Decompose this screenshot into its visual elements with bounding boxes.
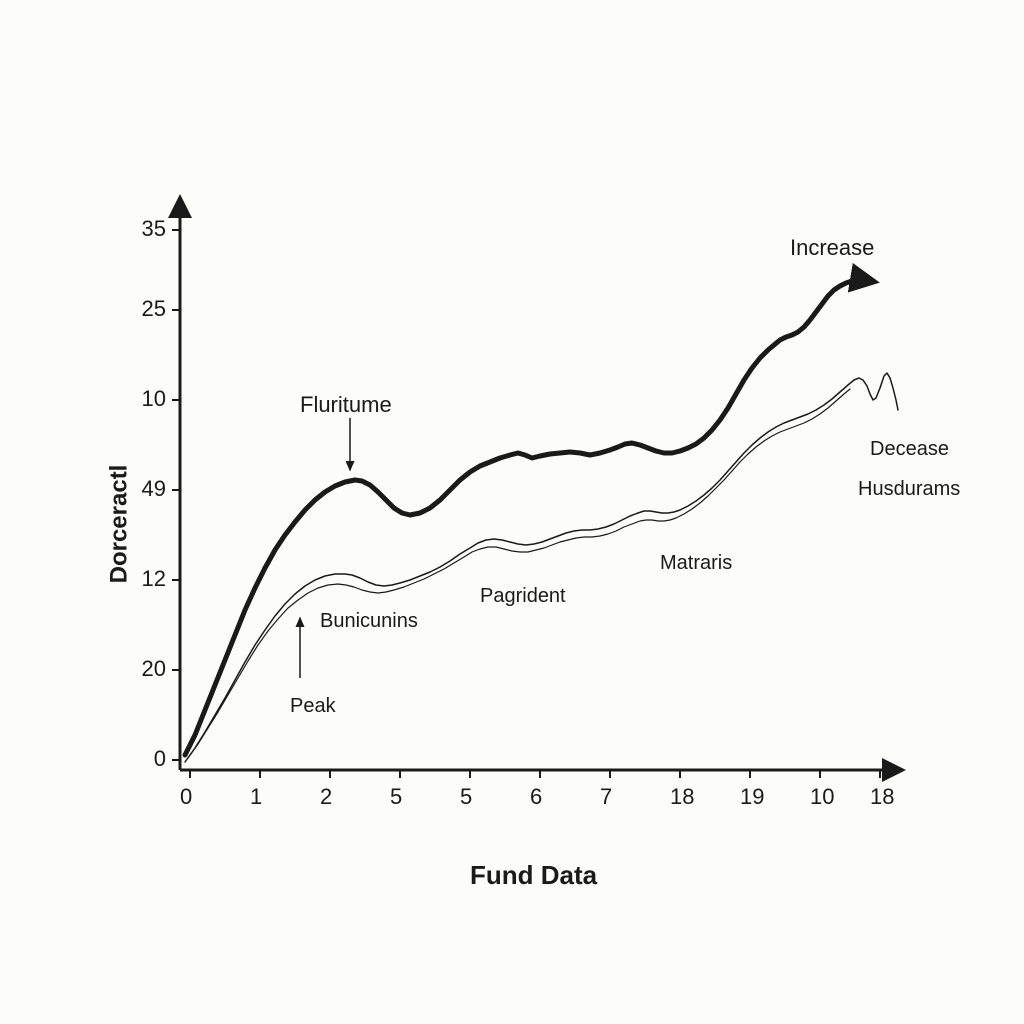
- x-tick-label: 1: [250, 784, 262, 810]
- annotation-label: Increase: [790, 235, 874, 261]
- x-tick-label: 2: [320, 784, 332, 810]
- annotation-label: Fluritume: [300, 392, 392, 418]
- y-axis-label: Dorceractl: [105, 465, 133, 584]
- y-tick-label: 0: [154, 746, 166, 772]
- y-tick-label: 49: [142, 476, 166, 502]
- annotation-label: Husdurams: [858, 478, 960, 501]
- x-tick-label: 7: [600, 784, 612, 810]
- annotation-label: Matraris: [660, 552, 732, 575]
- x-tick-label: 6: [530, 784, 542, 810]
- x-tick-label: 10: [810, 784, 834, 810]
- y-tick-label: 12: [142, 566, 166, 592]
- x-tick-label: 19: [740, 784, 764, 810]
- x-tick-label: 18: [870, 784, 894, 810]
- y-tick-label: 35: [142, 216, 166, 242]
- annotation-label: Decease: [870, 438, 949, 461]
- x-tick-label: 5: [390, 784, 402, 810]
- annotation-label: Bunicunins: [320, 610, 418, 633]
- y-tick-label: 10: [142, 386, 166, 412]
- line-chart: Dorceractl Fund Data 3525104912200012556…: [0, 0, 1024, 1024]
- y-tick-label: 20: [142, 656, 166, 682]
- annotation-label: Pagrident: [480, 585, 566, 608]
- x-tick-label: 18: [670, 784, 694, 810]
- x-tick-label: 5: [460, 784, 472, 810]
- y-tick-label: 25: [142, 296, 166, 322]
- annotation-label: Peak: [290, 695, 336, 718]
- x-tick-label: 0: [180, 784, 192, 810]
- x-axis-label: Fund Data: [470, 860, 597, 891]
